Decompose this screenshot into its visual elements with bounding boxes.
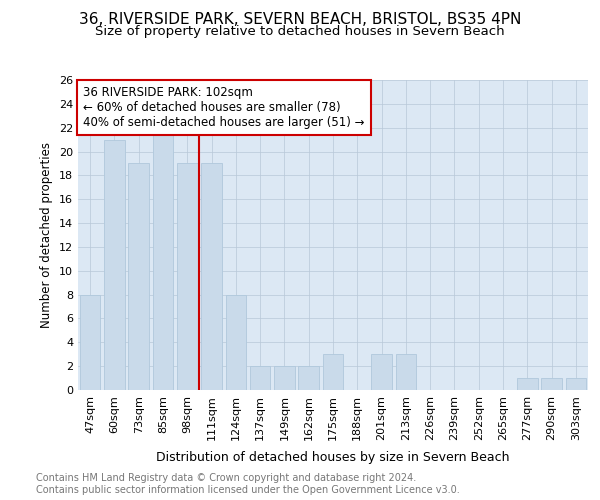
Y-axis label: Number of detached properties: Number of detached properties <box>40 142 53 328</box>
Bar <box>274 366 295 390</box>
Bar <box>104 140 125 390</box>
Text: 36, RIVERSIDE PARK, SEVERN BEACH, BRISTOL, BS35 4PN: 36, RIVERSIDE PARK, SEVERN BEACH, BRISTO… <box>79 12 521 28</box>
Text: Contains HM Land Registry data © Crown copyright and database right 2024.
Contai: Contains HM Land Registry data © Crown c… <box>36 474 460 495</box>
Bar <box>80 294 100 390</box>
Bar <box>323 354 343 390</box>
Bar <box>177 164 197 390</box>
Bar <box>517 378 538 390</box>
Bar <box>226 294 246 390</box>
Text: Size of property relative to detached houses in Severn Beach: Size of property relative to detached ho… <box>95 25 505 38</box>
X-axis label: Distribution of detached houses by size in Severn Beach: Distribution of detached houses by size … <box>156 451 510 464</box>
Bar <box>152 128 173 390</box>
Bar <box>128 164 149 390</box>
Bar <box>298 366 319 390</box>
Bar <box>566 378 586 390</box>
Bar <box>541 378 562 390</box>
Bar <box>201 164 222 390</box>
Bar <box>371 354 392 390</box>
Bar <box>250 366 271 390</box>
Bar <box>395 354 416 390</box>
Text: 36 RIVERSIDE PARK: 102sqm
← 60% of detached houses are smaller (78)
40% of semi-: 36 RIVERSIDE PARK: 102sqm ← 60% of detac… <box>83 86 365 129</box>
